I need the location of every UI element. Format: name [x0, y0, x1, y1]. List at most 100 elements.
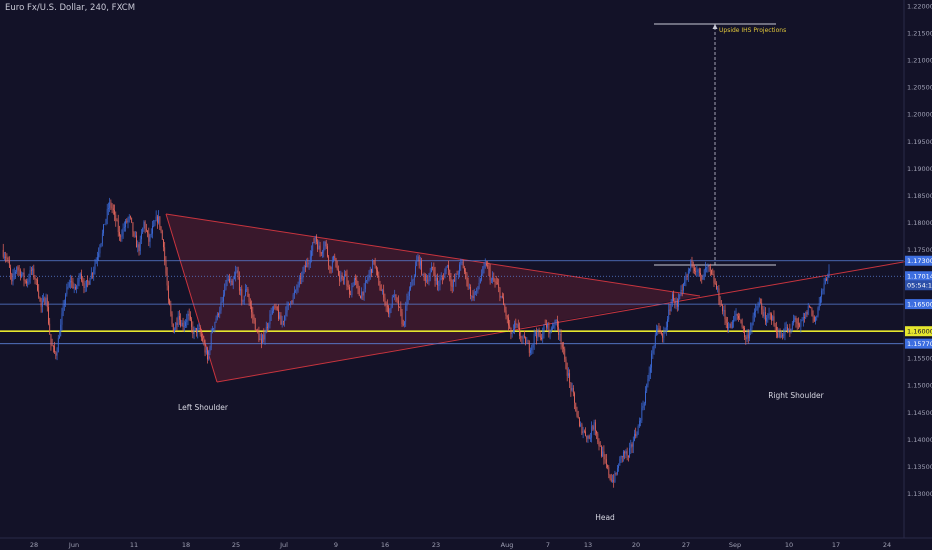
candle-body: [592, 426, 594, 430]
candle-body: [24, 280, 26, 282]
candle-body: [29, 270, 31, 280]
candle-body: [368, 274, 370, 279]
candle-body: [396, 298, 398, 301]
price-tag-bg: [905, 255, 932, 266]
candle-body: [716, 283, 717, 289]
candle-body: [658, 328, 660, 330]
candle-body: [785, 327, 787, 329]
candle-body: [248, 296, 250, 302]
candle-body: [462, 261, 464, 269]
candle-body: [548, 323, 550, 334]
candle-body: [18, 269, 20, 271]
candle-body: [394, 294, 396, 296]
candle-body: [773, 316, 775, 325]
candle-body: [208, 350, 210, 360]
candle-body: [216, 313, 218, 319]
candle-body: [757, 305, 759, 310]
candle-body: [141, 233, 142, 240]
candle-body: [552, 327, 553, 329]
candle-body: [362, 291, 364, 296]
candle-body: [514, 323, 515, 329]
candle-body: [647, 378, 649, 385]
candle-body: [744, 327, 745, 338]
candle-body: [537, 330, 539, 339]
candle-body: [199, 328, 201, 335]
candle-body: [33, 268, 35, 278]
candle-body: [812, 315, 814, 317]
candle-body: [62, 305, 64, 314]
candle-body: [357, 283, 359, 289]
candle-body: [127, 218, 129, 223]
time-tick-label: 24: [883, 541, 891, 549]
candle-body: [547, 323, 549, 328]
candle-body: [167, 285, 169, 300]
candle-body: [319, 245, 321, 253]
candle-body: [467, 281, 469, 288]
candle-body: [56, 352, 58, 356]
candle-body: [654, 334, 656, 346]
candle-body: [736, 313, 738, 316]
candle-body: [172, 323, 174, 333]
candle-body: [692, 261, 694, 268]
candle-body: [112, 208, 114, 210]
candle-body: [204, 343, 206, 353]
candle-body: [136, 235, 137, 248]
candle-body: [691, 260, 693, 262]
candle-body: [87, 280, 89, 282]
candle-body: [144, 221, 146, 230]
candle-body: [631, 444, 633, 447]
candle-body: [295, 290, 296, 292]
candle-body: [131, 217, 133, 223]
price-tag-bg: [905, 326, 932, 337]
candle-body: [21, 274, 22, 277]
candle-body: [470, 286, 471, 296]
candle-body: [223, 294, 224, 302]
candle-body: [45, 297, 47, 305]
candle-body: [361, 291, 363, 299]
candle-body: [241, 289, 243, 302]
candle-body: [439, 279, 441, 286]
candle-body: [701, 274, 703, 280]
candle-body: [651, 353, 652, 368]
candle-body: [672, 294, 673, 302]
candle-body: [747, 334, 749, 339]
candle-body: [490, 279, 492, 281]
candle-body: [395, 294, 397, 299]
candle-body: [657, 328, 659, 330]
candle-body: [794, 317, 796, 321]
candle-body: [774, 324, 776, 327]
candle-body: [587, 435, 589, 439]
candle-body: [789, 328, 791, 333]
candle-body: [259, 338, 261, 341]
candle-body: [501, 295, 503, 298]
chart-title: Euro Fx/U.S. Dollar, 240, FXCM: [5, 3, 136, 13]
candle-body: [65, 294, 66, 305]
candle-body: [652, 350, 654, 354]
candle-body: [323, 247, 325, 252]
candle-body: [811, 308, 813, 316]
candle-body: [364, 280, 366, 289]
candle-body: [386, 305, 388, 307]
candle-body: [761, 303, 763, 310]
time-tick-label: 25: [232, 541, 240, 549]
candle-body: [106, 208, 108, 220]
candle-body: [694, 267, 695, 272]
candle-body: [325, 241, 327, 247]
candle-body: [484, 264, 486, 266]
candle-body: [301, 277, 303, 279]
candle-body: [296, 286, 298, 291]
candle-body: [579, 418, 580, 427]
candle-body: [40, 298, 42, 307]
candle-body: [698, 269, 700, 273]
candle-body: [697, 269, 699, 271]
candle-body: [695, 271, 697, 273]
candle-body: [27, 281, 29, 284]
candle-body: [689, 268, 690, 271]
candle-body: [700, 272, 701, 275]
candle-body: [205, 350, 207, 353]
candle-body: [351, 286, 353, 296]
price-tag-bg: [905, 280, 932, 291]
candle-body: [171, 313, 173, 324]
candle-body: [624, 451, 626, 454]
